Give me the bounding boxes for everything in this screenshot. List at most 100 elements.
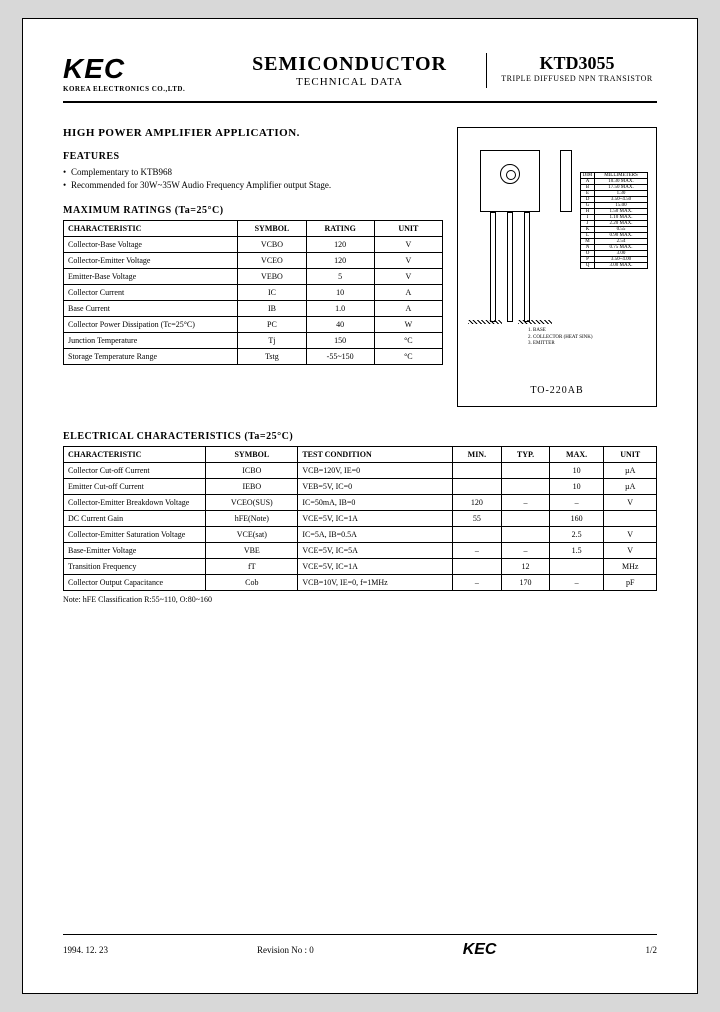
table-row: Collector-Emitter Breakdown VoltageVCEO(… <box>64 495 657 511</box>
header-left: KEC KOREA ELECTRONICS CO.,LTD. <box>63 53 223 93</box>
table-cell <box>502 479 550 495</box>
table-row: Collector CurrentIC10A <box>64 285 443 301</box>
package-diagram: DIMMILLIMETERSA10.30 MAX.B17.50 MAX.E1.3… <box>457 127 657 407</box>
part-number: KTD3055 <box>497 53 657 74</box>
table-cell: Emitter Cut-off Current <box>64 479 206 495</box>
table-cell: °C <box>374 349 442 365</box>
table-cell: 10 <box>549 479 604 495</box>
dim-cell: 3.00 <box>595 251 647 256</box>
table-cell: ICBO <box>206 463 298 479</box>
dim-cell: 0.90 MAX. <box>595 233 647 238</box>
table-header: MIN. <box>452 447 502 463</box>
dim-row: Q3.00 MAX. <box>581 263 647 268</box>
table-cell <box>502 463 550 479</box>
dim-cell: G <box>581 203 595 208</box>
table-cell: pF <box>604 575 657 591</box>
table-cell: Collector-Emitter Saturation Voltage <box>64 527 206 543</box>
table-row: Base-Emitter VoltageVBEVCE=5V, IC=5A––1.… <box>64 543 657 559</box>
table-cell: VBE <box>206 543 298 559</box>
dim-cell: J <box>581 221 595 226</box>
table-row: Collector Cut-off CurrentICBOVCB=120V, I… <box>64 463 657 479</box>
table-cell: A <box>374 301 442 317</box>
table-cell: IC=5A, IB=0.5A <box>298 527 452 543</box>
table-row: Emitter Cut-off CurrentIEBOVEB=5V, IC=0 1… <box>64 479 657 495</box>
dim-cell: 1.30 <box>595 191 647 196</box>
table-row: Emitter-Base VoltageVEBO5V <box>64 269 443 285</box>
table-cell <box>502 511 550 527</box>
table-header: RATING <box>306 221 374 237</box>
package-lead <box>507 212 513 322</box>
dim-cell: 1.10 MAX. <box>595 215 647 220</box>
package-label: TO-220AB <box>458 385 656 396</box>
table-cell: Collector-Base Voltage <box>64 237 238 253</box>
table-cell: VEBO <box>238 269 306 285</box>
header-right: KTD3055 TRIPLE DIFFUSED NPN TRANSISTOR <box>487 53 657 83</box>
table-cell: µA <box>604 479 657 495</box>
table-cell: fT <box>206 559 298 575</box>
table-cell: 40 <box>306 317 374 333</box>
table-cell: VEB=5V, IC=0 <box>298 479 452 495</box>
table-cell: 12 <box>502 559 550 575</box>
table-header: CHARACTERISTIC <box>64 221 238 237</box>
table-cell: VCEO <box>238 253 306 269</box>
package-lead <box>490 212 496 322</box>
dim-header: DIM <box>581 173 595 178</box>
table-cell: Collector-Emitter Voltage <box>64 253 238 269</box>
table-cell: PC <box>238 317 306 333</box>
footer-date: 1994. 12. 23 <box>63 945 108 955</box>
table-cell: IC=50mA, IB=0 <box>298 495 452 511</box>
feature-item: Complementary to KTB968 <box>71 166 443 179</box>
table-header: TEST CONDITION <box>298 447 452 463</box>
table-header: MAX. <box>549 447 604 463</box>
logo: KEC <box>63 53 223 85</box>
dim-cell: M <box>581 239 595 244</box>
table-cell: 10 <box>549 463 604 479</box>
table-cell: IC <box>238 285 306 301</box>
table-header: SYMBOL <box>238 221 306 237</box>
table-cell: 150 <box>306 333 374 349</box>
table-cell: 120 <box>306 253 374 269</box>
table-cell: 120 <box>452 495 502 511</box>
note-text: Note: hFE Classification R:55~110, O:80~… <box>63 595 657 604</box>
table-cell: 170 <box>502 575 550 591</box>
table-row: Collector-Base VoltageVCBO120V <box>64 237 443 253</box>
pin-legend: 1. BASE2. COLLECTOR (HEAT SINK)3. EMITTE… <box>528 328 593 348</box>
table-row: Transition FrequencyfTVCE=5V, IC=1A12MHz <box>64 559 657 575</box>
table-cell: Emitter-Base Voltage <box>64 269 238 285</box>
table-cell: 1.5 <box>549 543 604 559</box>
table-cell: W <box>374 317 442 333</box>
dim-cell: O <box>581 251 595 256</box>
table-cell: 10 <box>306 285 374 301</box>
content: KEC KOREA ELECTRONICS CO.,LTD. SEMICONDU… <box>63 53 657 959</box>
page: KEC KOREA ELECTRONICS CO.,LTD. SEMICONDU… <box>22 18 698 994</box>
table-cell: VCB=10V, IE=0, f=1MHz <box>298 575 452 591</box>
dim-cell: A <box>581 179 595 184</box>
package-lead <box>524 212 530 322</box>
body-row: HIGH POWER AMPLIFIER APPLICATION. FEATUR… <box>63 127 657 407</box>
table-cell: hFE(Note) <box>206 511 298 527</box>
table-row: Junction TemperatureTj150°C <box>64 333 443 349</box>
table-cell: 160 <box>549 511 604 527</box>
logo-subtitle: KOREA ELECTRONICS CO.,LTD. <box>63 85 223 93</box>
table-cell <box>452 527 502 543</box>
table-header: UNIT <box>604 447 657 463</box>
package-side-area: DIMMILLIMETERSA10.30 MAX.B17.50 MAX.E1.3… <box>558 142 648 352</box>
table-cell: 55 <box>452 511 502 527</box>
table-cell: Storage Temperature Range <box>64 349 238 365</box>
dim-cell: 2.54 <box>595 239 647 244</box>
dim-cell: D <box>581 197 595 202</box>
table-cell: 2.5 <box>549 527 604 543</box>
table-cell: V <box>374 269 442 285</box>
package-side-view <box>560 150 572 212</box>
table-cell: IEBO <box>206 479 298 495</box>
table-cell <box>604 511 657 527</box>
table-header: SYMBOL <box>206 447 298 463</box>
table-cell: Tstg <box>238 349 306 365</box>
table-cell: Transition Frequency <box>64 559 206 575</box>
header-mid: SEMICONDUCTOR TECHNICAL DATA <box>223 53 487 88</box>
table-cell: A <box>374 285 442 301</box>
table-cell <box>502 527 550 543</box>
table-cell: 120 <box>306 237 374 253</box>
dim-header: MILLIMETERS <box>595 173 647 178</box>
dim-cell: B <box>581 185 595 190</box>
